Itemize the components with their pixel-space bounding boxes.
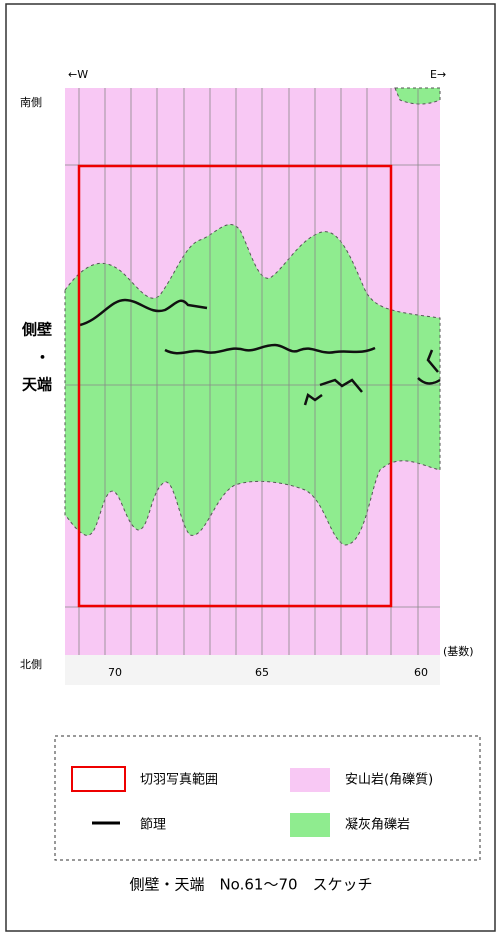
legend-label: 凝灰角礫岩 — [345, 817, 410, 833]
west-label: ←W — [68, 68, 88, 81]
legend-box — [54, 735, 481, 861]
tuff-top — [394, 87, 441, 105]
axis-strip — [65, 655, 440, 685]
joints — [79, 298, 441, 406]
x-tick-label: 60 — [414, 666, 428, 679]
legend-label: 切羽写真範囲 — [140, 773, 218, 788]
x-tick-label: 70 — [108, 666, 122, 679]
legend-swatch — [71, 766, 126, 792]
section-label: 天端 — [22, 376, 52, 394]
legend-swatch — [290, 813, 330, 837]
east-label: E→ — [430, 68, 446, 81]
legend: 切羽写真範囲 節理 安山岩(角礫質) 凝灰角礫岩 — [54, 735, 481, 861]
caption: 側壁・天端 No.61～70 スケッチ — [129, 876, 372, 894]
sketch: 70 65 60 — [64, 87, 441, 685]
legend-swatch — [290, 768, 330, 792]
south-label: 南側 — [20, 96, 42, 109]
photo-range — [77, 164, 393, 608]
x-tick-label: 65 — [255, 666, 269, 679]
legend-label: 節理 — [140, 818, 166, 833]
legend-label: 安山岩(角礫質) — [345, 772, 433, 788]
axis-unit: (基数) — [443, 645, 474, 658]
section-label: ・ — [35, 349, 50, 367]
section-label: 側壁 — [21, 321, 52, 339]
north-label: 北側 — [20, 658, 42, 671]
